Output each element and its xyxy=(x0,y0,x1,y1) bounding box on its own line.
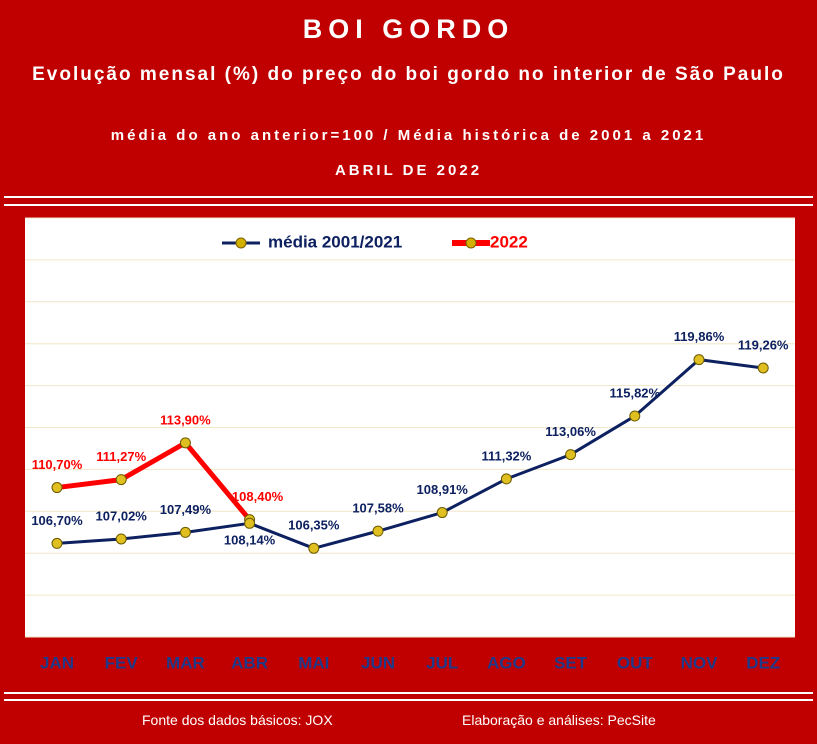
data-label: 111,27% xyxy=(96,449,146,464)
point xyxy=(115,533,127,545)
data-label: 119,26% xyxy=(738,337,789,352)
data-label: 111,32% xyxy=(481,448,531,463)
point xyxy=(308,542,320,554)
separator xyxy=(4,699,813,701)
series-line xyxy=(56,358,764,550)
data-label: 106,35% xyxy=(288,518,340,533)
x-tick-label: JUN xyxy=(361,653,395,672)
source: Fonte dos dados básicos: JOX xyxy=(142,712,333,728)
data-label: 107,49% xyxy=(160,502,212,517)
point xyxy=(500,473,512,485)
point xyxy=(436,507,448,519)
data-label: 119,86% xyxy=(674,329,725,344)
point xyxy=(51,537,63,549)
legend-marker xyxy=(465,237,477,249)
data-label: 107,02% xyxy=(96,508,148,523)
point xyxy=(115,474,127,486)
point xyxy=(244,517,256,529)
point xyxy=(372,525,384,537)
date: ABRIL DE 2022 xyxy=(334,162,483,179)
point xyxy=(629,410,641,422)
x-tick-label: NOV xyxy=(681,653,719,672)
credit: Elaboração e análises: PecSite xyxy=(462,712,656,728)
point xyxy=(179,526,191,538)
data-label: 110,70% xyxy=(32,457,83,472)
separator xyxy=(4,692,813,694)
point xyxy=(693,354,705,366)
point xyxy=(757,362,769,374)
x-tick-label: MAR xyxy=(166,653,205,672)
data-label: 106,70% xyxy=(31,513,83,528)
subtitle: Evolução mensal (%) do preço do boi gord… xyxy=(32,64,785,85)
data-label: 108,40% xyxy=(232,489,284,504)
note: média do ano anterior=100 / Média histór… xyxy=(110,127,707,144)
legend-label: 2022 xyxy=(490,232,528,251)
x-tick-label: SET xyxy=(554,653,588,672)
x-tick-label: AGO xyxy=(487,653,526,672)
point xyxy=(51,482,63,494)
x-tick-label: OUT xyxy=(617,653,654,672)
data-label: 108,14% xyxy=(224,533,276,548)
data-label: 107,58% xyxy=(352,501,404,516)
legend-marker xyxy=(235,237,247,249)
data-label: 108,91% xyxy=(417,482,469,497)
point xyxy=(179,437,191,449)
x-tick-label: DEZ xyxy=(746,653,780,672)
separator xyxy=(4,204,813,206)
data-label: 113,90% xyxy=(160,412,211,427)
series-line xyxy=(56,440,252,522)
data-label: 115,82% xyxy=(609,385,660,400)
x-tick-label: FEV xyxy=(105,653,139,672)
x-tick-label: JUL xyxy=(426,653,458,672)
title: BOI GORDO xyxy=(302,14,515,44)
point xyxy=(565,449,577,461)
separator xyxy=(4,196,813,198)
x-tick-label: JAN xyxy=(40,653,74,672)
x-tick-label: ABR xyxy=(231,653,268,672)
legend-label: média 2001/2021 xyxy=(268,232,402,251)
x-tick-label: MAI xyxy=(298,653,329,672)
data-label: 113,06% xyxy=(545,424,596,439)
